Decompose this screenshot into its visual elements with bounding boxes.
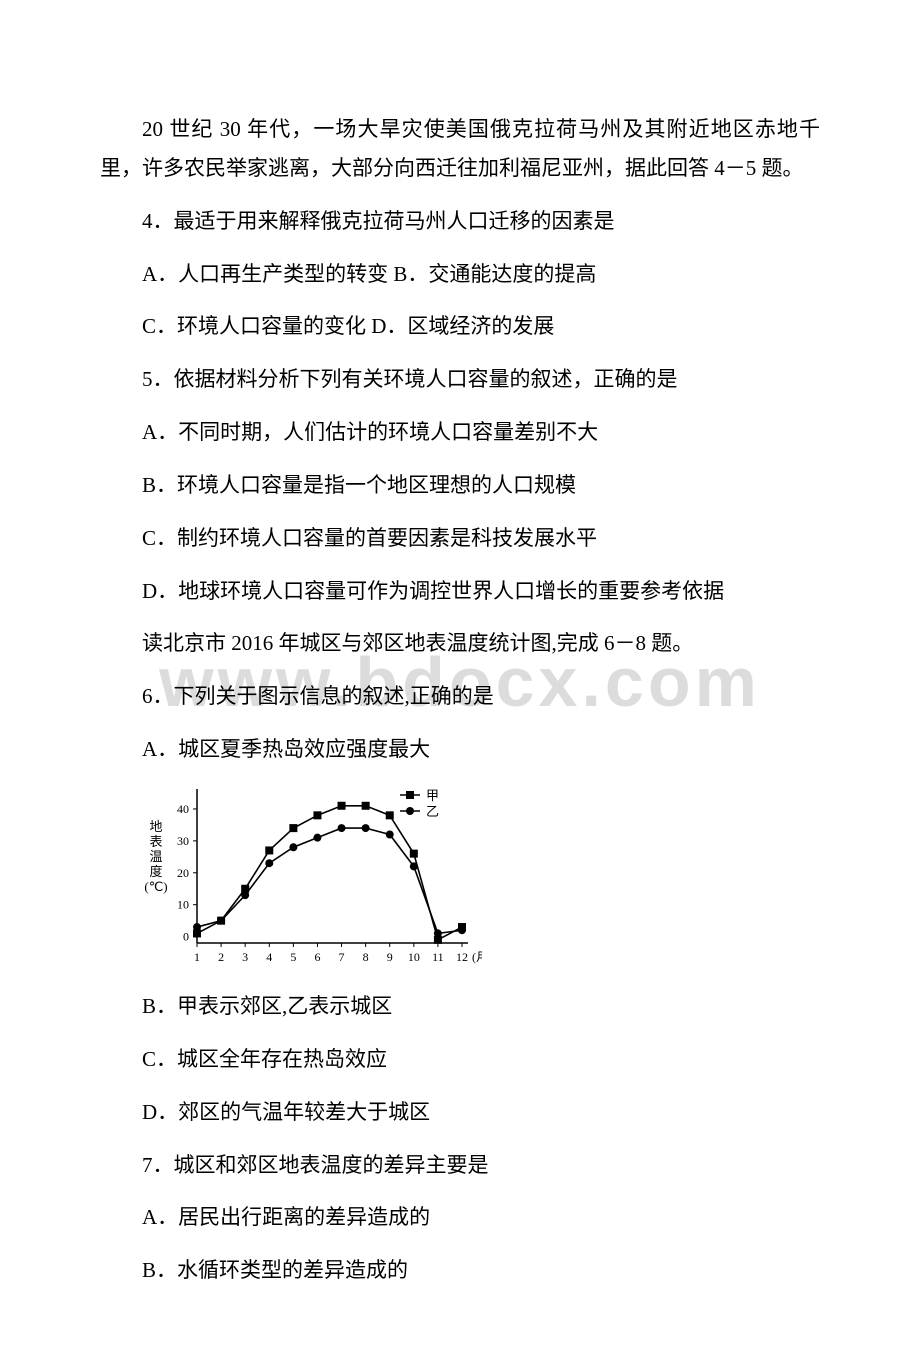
q5-opt-c: C．制约环境人口容量的首要因素是科技发展水平 <box>100 519 820 558</box>
svg-text:40: 40 <box>177 802 189 816</box>
chart-svg: 010203040123456789101112(月)地表温度(℃)甲乙 <box>142 783 482 983</box>
svg-text:9: 9 <box>387 950 393 964</box>
q5-stem: 5．依据材料分析下列有关环境人口容量的叙述，正确的是 <box>100 360 820 399</box>
svg-text:7: 7 <box>339 950 345 964</box>
intro-1: 20 世纪 30 年代，一场大旱灾使美国俄克拉荷马州及其附近地区赤地千里，许多农… <box>100 110 820 188</box>
svg-text:12: 12 <box>456 950 468 964</box>
svg-text:6: 6 <box>314 950 320 964</box>
svg-text:30: 30 <box>177 834 189 848</box>
svg-text:11: 11 <box>432 950 444 964</box>
q7-stem: 7．城区和郊区地表温度的差异主要是 <box>100 1146 820 1185</box>
q5-opt-a: A．不同时期，人们估计的环境人口容量差别不大 <box>100 413 820 452</box>
svg-text:1: 1 <box>194 950 200 964</box>
q4-opt-cd: C．环境人口容量的变化 D．区域经济的发展 <box>100 307 820 346</box>
svg-text:(℃): (℃) <box>144 879 167 894</box>
svg-text:甲: 甲 <box>426 788 439 803</box>
svg-text:(月): (月) <box>472 950 482 964</box>
svg-text:温: 温 <box>149 849 162 864</box>
svg-text:10: 10 <box>408 950 420 964</box>
intro-2: 读北京市 2016 年城区与郊区地表温度统计图,完成 6－8 题。 <box>100 624 820 663</box>
q6-opt-d: D．郊区的气温年较差大于城区 <box>100 1093 820 1132</box>
svg-text:3: 3 <box>242 950 248 964</box>
q7-opt-a: A．居民出行距离的差异造成的 <box>100 1198 820 1237</box>
q5-opt-b: B．环境人口容量是指一个地区理想的人口规模 <box>100 466 820 505</box>
q7-opt-b: B．水循环类型的差异造成的 <box>100 1251 820 1290</box>
svg-text:5: 5 <box>290 950 296 964</box>
q6-opt-c: C．城区全年存在热岛效应 <box>100 1040 820 1079</box>
svg-text:10: 10 <box>177 898 189 912</box>
svg-text:地: 地 <box>149 819 162 834</box>
q5-opt-d: D．地球环境人口容量可作为调控世界人口增长的重要参考依据 <box>100 572 820 611</box>
svg-text:乙: 乙 <box>426 804 439 819</box>
temperature-chart: 010203040123456789101112(月)地表温度(℃)甲乙 <box>142 783 820 983</box>
q6-opt-a: A．城区夏季热岛效应强度最大 <box>100 730 820 769</box>
svg-text:20: 20 <box>177 866 189 880</box>
svg-text:0: 0 <box>183 930 189 944</box>
q6-opt-b: B．甲表示郊区,乙表示城区 <box>100 987 820 1026</box>
svg-text:2: 2 <box>218 950 224 964</box>
svg-text:4: 4 <box>266 950 272 964</box>
svg-text:表: 表 <box>149 834 162 849</box>
svg-text:8: 8 <box>363 950 369 964</box>
q4-stem: 4．最适于用来解释俄克拉荷马州人口迁移的因素是 <box>100 202 820 241</box>
svg-text:度: 度 <box>149 864 162 879</box>
q4-opt-ab: A．人口再生产类型的转变 B．交通能达度的提高 <box>100 255 820 294</box>
q6-stem: 6．下列关于图示信息的叙述,正确的是 <box>100 677 820 716</box>
